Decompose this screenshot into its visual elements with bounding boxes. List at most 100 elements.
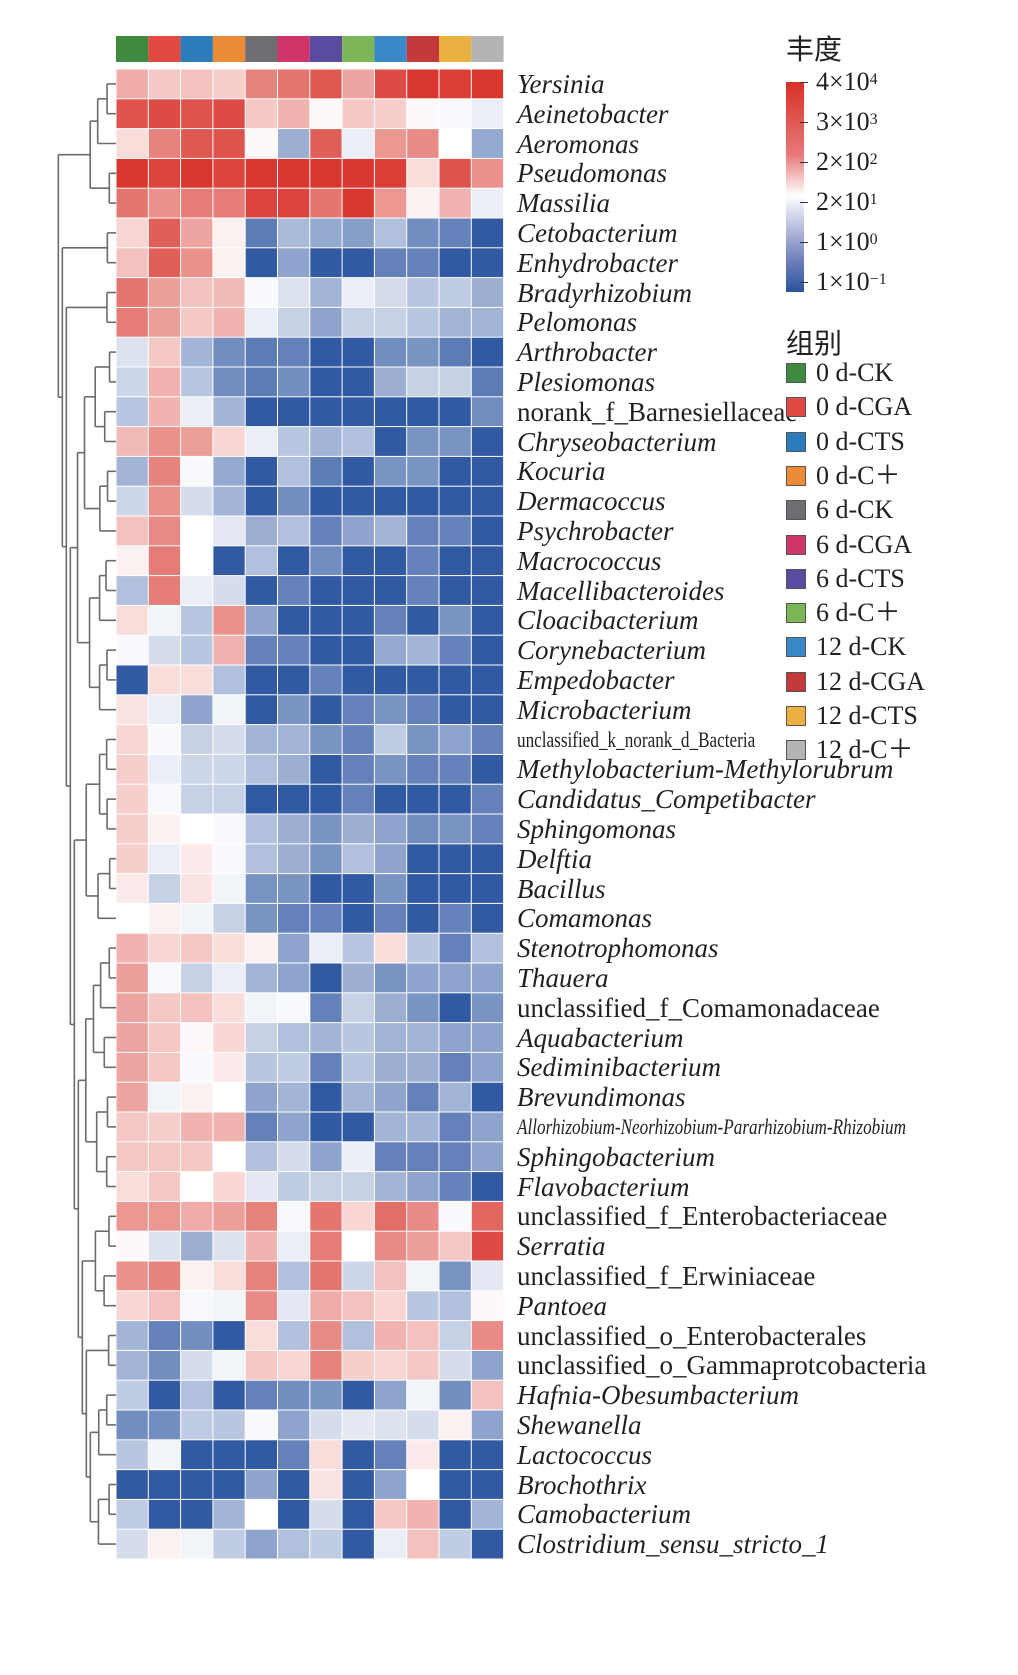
heatmap-cell — [245, 427, 277, 456]
heatmap-cell — [342, 1082, 374, 1112]
heatmap-cell — [471, 1142, 504, 1172]
heatmap-cell — [407, 874, 439, 903]
row-label: Delftia — [517, 843, 592, 874]
colorbar-tick-label: 3×103 — [816, 107, 878, 136]
heatmap-cell — [407, 1231, 439, 1261]
heatmap-cell — [148, 635, 181, 665]
heatmap-cell — [245, 486, 277, 516]
heatmap-cell — [181, 725, 213, 754]
heatmap-cell — [407, 1470, 439, 1499]
group-swatch — [786, 431, 806, 452]
heatmap-cell — [471, 1052, 504, 1082]
heatmap-cell — [245, 1499, 277, 1529]
heatmap-cell — [181, 307, 213, 337]
heatmap-cell — [374, 1291, 407, 1321]
heatmap-cell — [245, 993, 277, 1023]
heatmap-cell — [245, 1172, 277, 1201]
heatmap-cell — [471, 1350, 504, 1380]
heatmap-cell — [116, 486, 148, 516]
heatmap-cell — [116, 665, 148, 695]
heatmap-cell — [213, 456, 245, 486]
heatmap-cell — [439, 516, 471, 546]
heatmap-cell — [213, 1350, 245, 1380]
heatmap-cell — [181, 1023, 213, 1052]
heatmap-cell — [181, 874, 213, 903]
row-label: Pelomonas — [517, 307, 637, 338]
heatmap-cell — [181, 814, 213, 844]
heatmap-cell — [278, 427, 310, 456]
group-color-cell — [116, 36, 149, 62]
heatmap-cell — [407, 99, 439, 129]
heatmap-cell — [213, 1201, 245, 1231]
group-label: 6 d-C＋ — [816, 598, 901, 628]
heatmap-cell — [310, 158, 342, 188]
heatmap-cell — [439, 367, 471, 397]
heatmap-cell — [116, 1082, 148, 1112]
heatmap-cell — [213, 993, 245, 1023]
heatmap-cell — [148, 1470, 181, 1499]
heatmap-cell — [471, 1261, 504, 1291]
heatmap-cell — [245, 456, 277, 486]
heatmap-cell — [181, 933, 213, 963]
row-label: Chryseobacterium — [517, 426, 717, 457]
row-label: unclassified_f_Enterobacteriaceae — [517, 1201, 888, 1232]
heatmap-cell — [278, 1529, 310, 1559]
heatmap-cell — [245, 1410, 277, 1440]
heatmap-cell — [213, 963, 245, 993]
heatmap-cell — [148, 129, 181, 158]
heatmap-cell — [471, 1172, 504, 1201]
heatmap-cell — [407, 1529, 439, 1559]
heatmap-cell — [310, 814, 342, 844]
heatmap-cell — [181, 784, 213, 814]
heatmap-cell — [439, 933, 471, 963]
heatmap-cell — [278, 218, 310, 248]
row-label: norank_f_Barnesiellaceae — [517, 396, 798, 427]
heatmap-cell — [471, 129, 504, 158]
group-label: 6 d-CGA — [816, 529, 913, 559]
group-swatch — [786, 465, 806, 486]
heatmap-cell — [342, 605, 374, 635]
heatmap-cell — [407, 218, 439, 248]
heatmap-cell — [310, 993, 342, 1023]
heatmap-cell — [407, 1261, 439, 1291]
heatmap-cell — [374, 1142, 407, 1172]
heatmap-cell — [116, 784, 148, 814]
heatmap-cell — [342, 1470, 374, 1499]
heatmap-cell — [181, 218, 213, 248]
heatmap-cell — [213, 129, 245, 158]
heatmap-cell — [148, 1082, 181, 1112]
heatmap-cell — [310, 1410, 342, 1440]
heatmap-cell — [148, 1201, 181, 1231]
row-label: Yersinia — [517, 69, 605, 99]
heatmap-cell — [471, 1440, 504, 1470]
heatmap-cell — [181, 1231, 213, 1261]
row-label: Methylobacterium-Methylorubrum — [517, 754, 894, 785]
heatmap-cell — [342, 844, 374, 874]
heatmap-cell — [439, 605, 471, 635]
heatmap-cell — [439, 874, 471, 903]
heatmap-cell — [116, 278, 148, 307]
heatmap-cell — [181, 1142, 213, 1172]
heatmap-cell — [213, 218, 245, 248]
heatmap-cell — [407, 1142, 439, 1172]
heatmap-cell — [439, 1231, 471, 1261]
heatmap-cell — [471, 605, 504, 635]
colorbar — [786, 82, 804, 292]
heatmap-cell — [278, 188, 310, 218]
group-label: 0 d-C＋ — [816, 460, 901, 490]
heatmap-cell — [181, 337, 213, 367]
heatmap-cell — [439, 665, 471, 695]
heatmap-cell — [245, 516, 277, 546]
heatmap-cell — [374, 1261, 407, 1291]
heatmap-cell — [213, 278, 245, 307]
heatmap-cell — [374, 725, 407, 754]
heatmap-cell — [278, 933, 310, 963]
heatmap-cell — [245, 367, 277, 397]
heatmap-cell — [471, 188, 504, 218]
group-color-cell — [439, 36, 472, 62]
heatmap-cell — [278, 844, 310, 874]
colorbar-title: 丰度 — [786, 35, 843, 66]
heatmap-cell — [310, 1291, 342, 1321]
row-label: Dermacoccus — [517, 486, 666, 517]
heatmap-cell — [181, 158, 213, 188]
